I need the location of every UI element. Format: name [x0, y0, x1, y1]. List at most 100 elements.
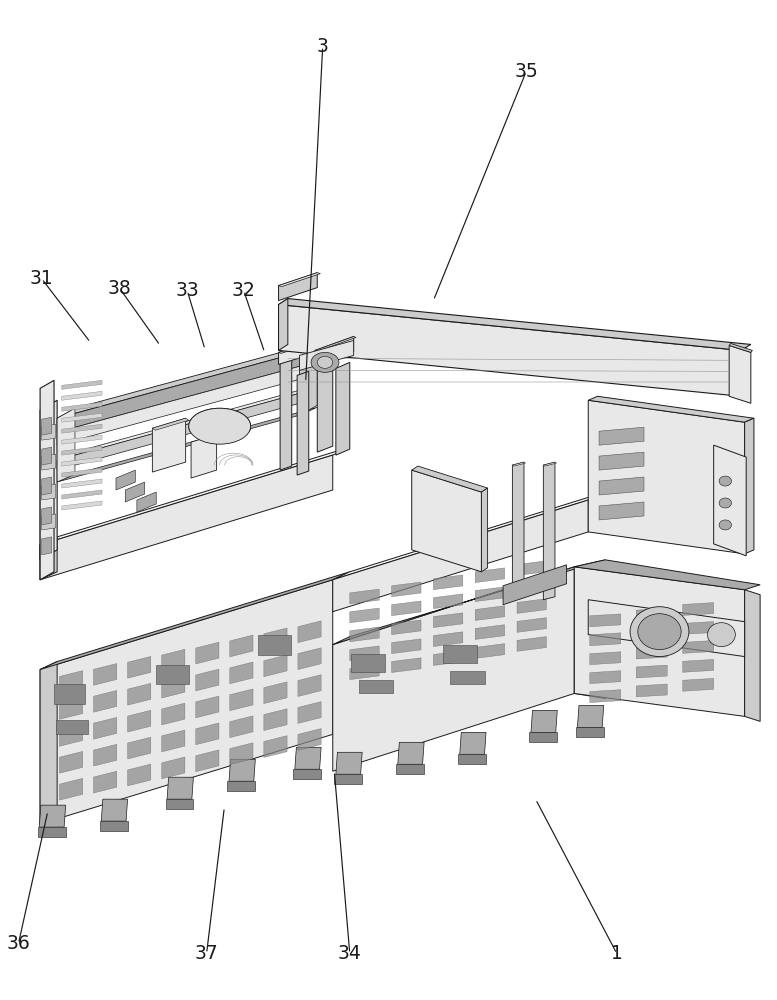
Polygon shape [412, 466, 488, 492]
Polygon shape [350, 589, 379, 604]
Polygon shape [517, 637, 546, 651]
Polygon shape [512, 462, 524, 600]
Polygon shape [60, 751, 82, 773]
Polygon shape [101, 799, 127, 821]
Polygon shape [264, 655, 287, 677]
Polygon shape [517, 561, 546, 576]
Polygon shape [40, 455, 333, 580]
Polygon shape [162, 676, 185, 698]
Polygon shape [196, 696, 219, 718]
Polygon shape [297, 371, 308, 475]
Polygon shape [167, 777, 193, 799]
Bar [259, 635, 291, 655]
Polygon shape [57, 366, 299, 445]
Polygon shape [99, 821, 127, 831]
Polygon shape [40, 400, 57, 560]
Polygon shape [166, 799, 193, 809]
Polygon shape [599, 452, 644, 470]
Ellipse shape [317, 356, 333, 368]
Polygon shape [137, 492, 156, 512]
Polygon shape [458, 754, 486, 764]
Polygon shape [127, 737, 151, 759]
Polygon shape [392, 658, 421, 673]
Polygon shape [599, 427, 644, 445]
Polygon shape [298, 675, 321, 696]
Bar [54, 684, 85, 704]
Polygon shape [729, 343, 752, 352]
Polygon shape [590, 633, 621, 646]
Polygon shape [40, 380, 54, 580]
Polygon shape [392, 620, 421, 635]
Polygon shape [191, 434, 217, 478]
Polygon shape [333, 492, 605, 580]
Polygon shape [62, 391, 102, 400]
Polygon shape [57, 393, 299, 470]
Polygon shape [42, 454, 56, 470]
Polygon shape [315, 336, 356, 351]
Polygon shape [62, 380, 102, 389]
Polygon shape [196, 750, 219, 772]
Polygon shape [279, 273, 317, 301]
Polygon shape [294, 747, 321, 769]
Polygon shape [162, 649, 185, 671]
Polygon shape [230, 662, 253, 684]
Polygon shape [336, 362, 350, 455]
Polygon shape [317, 354, 336, 361]
Polygon shape [62, 435, 102, 444]
Polygon shape [574, 560, 760, 590]
Polygon shape [543, 462, 555, 600]
Polygon shape [350, 646, 379, 661]
Polygon shape [517, 580, 546, 594]
Polygon shape [588, 400, 744, 554]
Polygon shape [279, 305, 740, 396]
Polygon shape [42, 417, 52, 435]
Polygon shape [196, 723, 219, 745]
Ellipse shape [708, 623, 735, 647]
Polygon shape [62, 501, 102, 510]
Polygon shape [62, 413, 102, 422]
Bar [56, 720, 88, 734]
Polygon shape [744, 590, 760, 721]
Polygon shape [93, 744, 117, 766]
Polygon shape [298, 621, 321, 643]
Polygon shape [40, 805, 65, 827]
Polygon shape [744, 418, 754, 554]
Polygon shape [57, 408, 75, 482]
Ellipse shape [719, 476, 731, 486]
Polygon shape [57, 407, 317, 482]
Polygon shape [60, 724, 82, 746]
Text: 1: 1 [611, 944, 623, 963]
Ellipse shape [189, 408, 251, 444]
Ellipse shape [630, 607, 689, 657]
Polygon shape [230, 743, 253, 765]
Polygon shape [460, 732, 486, 754]
Polygon shape [476, 606, 504, 620]
Polygon shape [93, 690, 117, 712]
Polygon shape [543, 462, 556, 466]
Polygon shape [636, 627, 667, 640]
Polygon shape [392, 582, 421, 597]
Polygon shape [476, 625, 504, 639]
Polygon shape [333, 500, 588, 612]
Polygon shape [434, 613, 463, 628]
Polygon shape [398, 742, 424, 764]
Polygon shape [152, 418, 186, 472]
Polygon shape [42, 424, 56, 440]
Polygon shape [279, 342, 311, 364]
Polygon shape [636, 684, 667, 697]
Polygon shape [503, 565, 566, 605]
Polygon shape [333, 567, 574, 771]
Polygon shape [125, 482, 145, 502]
Polygon shape [636, 646, 667, 659]
Polygon shape [396, 764, 424, 774]
Polygon shape [127, 683, 151, 705]
Text: 3: 3 [317, 37, 329, 56]
Polygon shape [517, 599, 546, 613]
Polygon shape [590, 614, 621, 627]
Polygon shape [298, 702, 321, 723]
Polygon shape [229, 759, 256, 781]
Polygon shape [315, 336, 354, 365]
Bar [359, 680, 393, 693]
Polygon shape [279, 299, 287, 350]
Text: 33: 33 [176, 281, 199, 300]
